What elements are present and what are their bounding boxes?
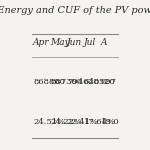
Text: d Energy and CUF of the PV power: d Energy and CUF of the PV power: [0, 6, 150, 15]
Text: 794640: 794640: [67, 78, 99, 86]
Text: 868860: 868860: [33, 78, 65, 86]
Text: Jun: Jun: [67, 38, 82, 47]
Text: May: May: [50, 38, 70, 47]
Text: 697: 697: [101, 78, 117, 86]
Text: A: A: [101, 38, 107, 47]
Text: 628520: 628520: [84, 78, 116, 86]
Text: 24.22%: 24.22%: [50, 118, 82, 126]
Text: Jul: Jul: [84, 38, 96, 47]
Text: 19.0: 19.0: [101, 118, 120, 126]
Text: 887300: 887300: [50, 78, 82, 86]
Text: 22.41%: 22.41%: [67, 118, 99, 126]
Text: 24.51%: 24.51%: [33, 118, 65, 126]
Text: 17.64%: 17.64%: [84, 118, 116, 126]
Text: Apr: Apr: [33, 38, 50, 47]
